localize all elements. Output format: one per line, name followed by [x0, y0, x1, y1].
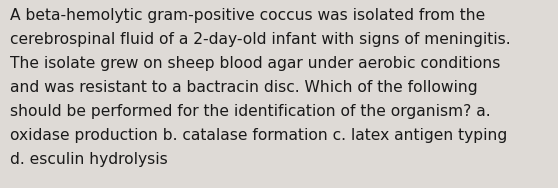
- Text: The isolate grew on sheep blood agar under aerobic conditions: The isolate grew on sheep blood agar und…: [10, 56, 501, 71]
- Text: oxidase production b. catalase formation c. latex antigen typing: oxidase production b. catalase formation…: [10, 128, 507, 143]
- Text: cerebrospinal fluid of a 2-day-old infant with signs of meningitis.: cerebrospinal fluid of a 2-day-old infan…: [10, 32, 511, 47]
- Text: A beta-hemolytic gram-positive coccus was isolated from the: A beta-hemolytic gram-positive coccus wa…: [10, 8, 485, 23]
- Text: should be performed for the identification of the organism? a.: should be performed for the identificati…: [10, 104, 490, 119]
- Text: d. esculin hydrolysis: d. esculin hydrolysis: [10, 152, 168, 167]
- Text: and was resistant to a bactracin disc. Which of the following: and was resistant to a bactracin disc. W…: [10, 80, 478, 95]
